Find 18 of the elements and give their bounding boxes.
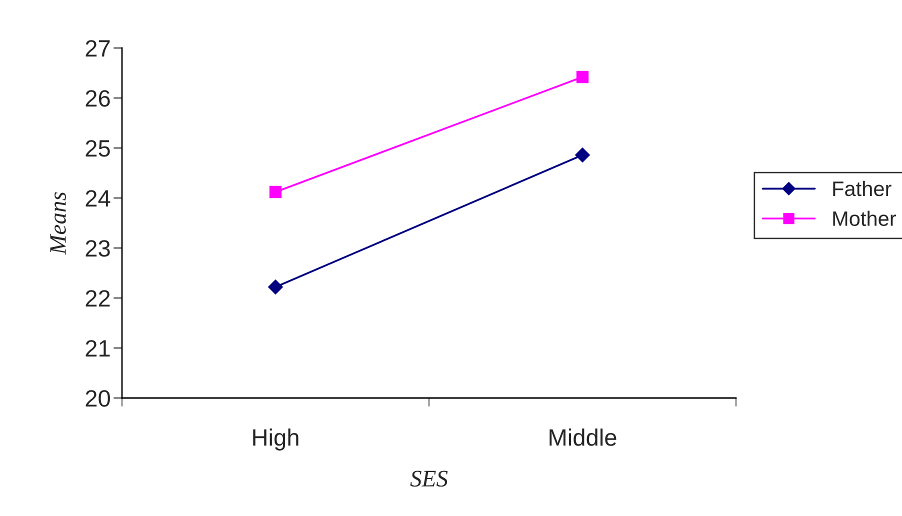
y-tick-label: 24 [86, 190, 110, 207]
y-tick-label: 22 [86, 290, 110, 307]
y-tick-label: 20 [86, 390, 110, 407]
y-tick-label: 21 [86, 340, 110, 357]
legend-label: Father [833, 180, 892, 196]
y-axis-title: Means [50, 192, 66, 255]
point [576, 70, 589, 84]
point [268, 280, 283, 294]
x-axis-title: SES [410, 470, 448, 487]
point [269, 186, 282, 198]
y-tick-label: 26 [86, 90, 110, 107]
y-tick-label: 27 [86, 40, 110, 57]
legend-label: Mother [833, 210, 896, 226]
point [575, 148, 590, 162]
y-tick-label: 23 [86, 240, 110, 257]
y-tick-label: 25 [86, 140, 110, 157]
x-tick-label: High [253, 428, 298, 451]
x-tick-label: Middle [550, 428, 616, 446]
